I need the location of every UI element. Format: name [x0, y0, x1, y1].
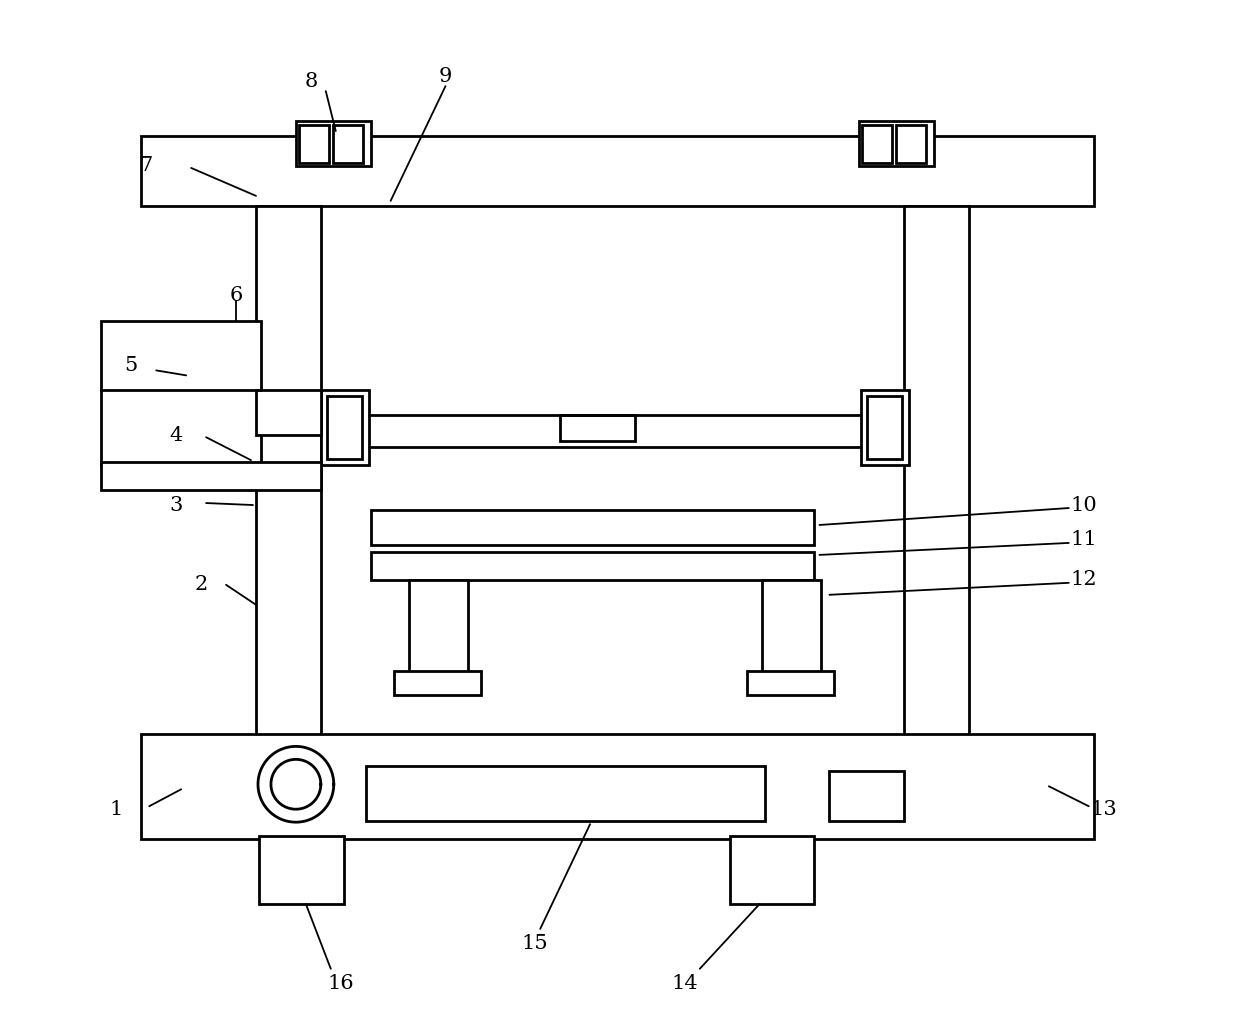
- Bar: [371, 510, 815, 544]
- Text: 13: 13: [1090, 800, 1117, 819]
- Bar: [746, 671, 835, 694]
- Bar: [321, 390, 368, 465]
- Bar: [867, 396, 903, 460]
- Bar: [393, 671, 481, 694]
- Text: 1: 1: [109, 800, 123, 819]
- Bar: [296, 121, 371, 166]
- Bar: [904, 206, 970, 824]
- Text: 7: 7: [140, 156, 153, 176]
- Text: 5: 5: [125, 356, 138, 375]
- Text: 4: 4: [170, 425, 182, 445]
- Text: 3: 3: [170, 496, 182, 514]
- Bar: [366, 766, 765, 821]
- Bar: [761, 580, 821, 675]
- Bar: [255, 206, 321, 824]
- Text: 15: 15: [522, 935, 548, 953]
- Text: 8: 8: [304, 71, 317, 91]
- Bar: [830, 771, 904, 821]
- Bar: [327, 396, 362, 460]
- Bar: [141, 735, 1094, 839]
- Bar: [729, 836, 815, 904]
- Text: 14: 14: [672, 974, 698, 994]
- Bar: [862, 390, 909, 465]
- Bar: [332, 125, 362, 162]
- Bar: [897, 125, 926, 162]
- Bar: [560, 415, 635, 441]
- Text: 12: 12: [1070, 570, 1097, 589]
- Bar: [102, 321, 260, 465]
- Bar: [259, 836, 343, 904]
- Bar: [859, 121, 934, 166]
- Bar: [862, 125, 893, 162]
- Bar: [255, 390, 321, 436]
- Text: 6: 6: [229, 286, 243, 305]
- Text: 11: 11: [1070, 531, 1097, 550]
- Bar: [102, 463, 321, 491]
- Text: 10: 10: [1070, 496, 1097, 514]
- Bar: [141, 136, 1094, 206]
- Text: 16: 16: [327, 974, 355, 994]
- Text: 9: 9: [439, 66, 453, 86]
- Bar: [299, 125, 329, 162]
- Bar: [371, 552, 815, 580]
- Bar: [408, 580, 469, 675]
- Text: 2: 2: [195, 575, 208, 594]
